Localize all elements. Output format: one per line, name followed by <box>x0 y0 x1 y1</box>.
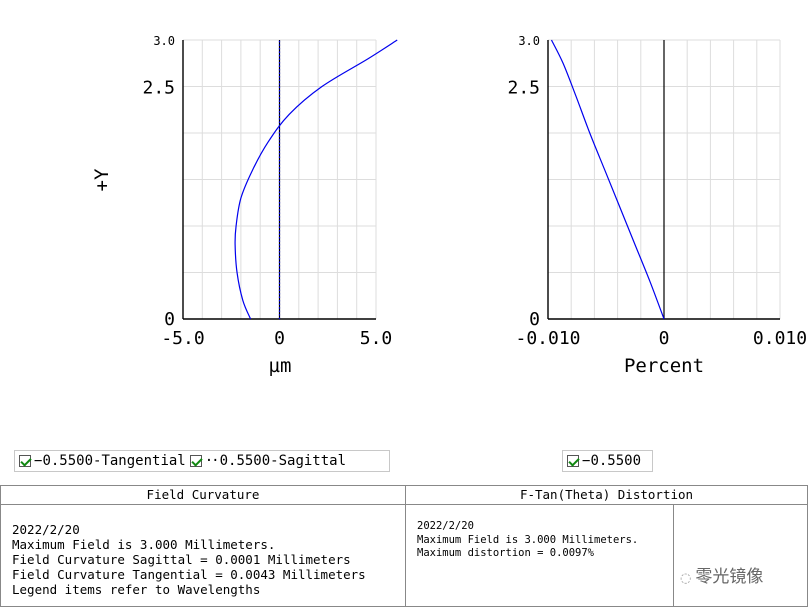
x-tick-label: -0.010 <box>515 328 580 349</box>
legend-sagittal-dash: ·· <box>204 453 220 469</box>
legend-tangential-checkbox[interactable] <box>19 455 31 467</box>
legend-tangential-dash: − <box>34 453 43 469</box>
field-curvature-panel-title: Field Curvature <box>146 487 260 502</box>
x-tick-label: 0 <box>659 328 670 349</box>
y-top-label: 3.0 <box>518 34 540 48</box>
x-tick-label: 5.0 <box>360 328 393 349</box>
legend-tangential-label: 0.5500-Tangential <box>42 453 186 469</box>
info-max-field: Maximum Field is 3.000 Millimeters. <box>12 537 276 552</box>
info-tangential: Field Curvature Tangential = 0.0043 Mill… <box>12 567 366 582</box>
legend-distortion-checkbox[interactable] <box>567 455 579 467</box>
x-tick-label: -5.0 <box>161 328 204 349</box>
x-tick-label: 0 <box>274 328 285 349</box>
x-tick-label: 0.010 <box>753 328 807 349</box>
y-top-label: 3.0 <box>153 34 175 48</box>
legend-distortion-dash: − <box>582 453 591 469</box>
panel-column-divider <box>673 505 674 607</box>
x-axis-label: Percent <box>624 355 704 377</box>
field-curvature-info-panel <box>0 485 406 607</box>
field-curvature-chart: -5.0 0 5.002.53.0µm+Y <box>91 34 398 377</box>
distortion-info-panel <box>405 485 808 607</box>
distortion-panel-title: F-Tan(Theta) Distortion <box>519 487 694 502</box>
watermark-logo-icon: ◌ <box>680 571 692 586</box>
distortion-info-text: 2022/2/20 Maximum Field is 3.000 Millimet… <box>417 520 638 561</box>
legend-distortion: −0.5500 <box>562 450 653 472</box>
plots-area: -5.0 0 5.002.53.0µm+Y -0.010 0 0.01002.53.0P… <box>91 34 807 377</box>
dist-info-date: 2022/2/20 <box>417 520 474 532</box>
watermark-text: 零光镜像 <box>695 567 764 587</box>
legend-sagittal-checkbox[interactable] <box>189 455 202 467</box>
field-curvature-info-text: 2022/2/20 Maximum Field is 3.000 Millimet… <box>12 522 366 597</box>
info-sagittal: Field Curvature Sagittal = 0.0001 Millim… <box>12 552 351 567</box>
y-tick-label: 0 <box>164 309 175 330</box>
y-tick-label: 0 <box>529 309 540 330</box>
y-tick-label: 2.5 <box>507 78 540 99</box>
legend-sagittal-label: 0.5500-Sagittal <box>219 453 347 469</box>
dist-info-max-field: Maximum Field is 3.000 Millimeters. <box>417 533 639 546</box>
series-line-0-5500-tangential <box>234 39 398 320</box>
watermark: ◌ 零光镜像 <box>680 562 763 587</box>
dist-info-max-distortion: Maximum distortion = 0.0097% <box>417 547 595 559</box>
legend-field-curvature: −0.5500-Tangential ·· 0.5500-Sagittal <box>14 450 390 472</box>
series-line-0-5500 <box>550 39 665 320</box>
panel-title-divider <box>0 504 808 505</box>
info-date: 2022/2/20 <box>12 522 80 537</box>
info-legend-note: Legend items refer to Wavelengths <box>12 582 261 597</box>
x-axis-label: µm <box>269 355 292 377</box>
y-axis-label: +Y <box>91 168 113 191</box>
legend-distortion-label: 0.5500 <box>590 453 642 469</box>
y-tick-label: 2.5 <box>142 78 175 99</box>
